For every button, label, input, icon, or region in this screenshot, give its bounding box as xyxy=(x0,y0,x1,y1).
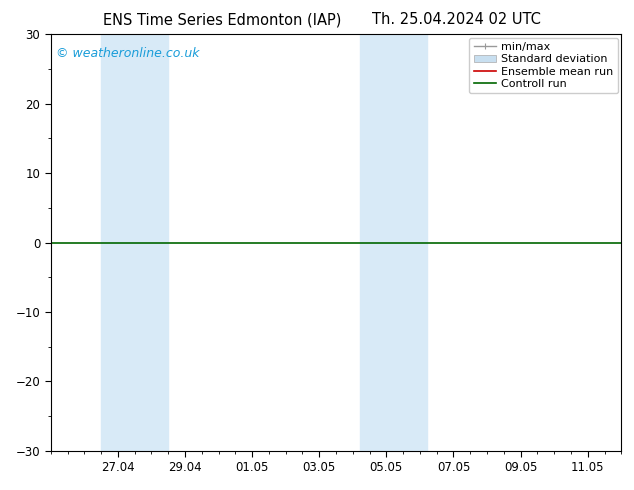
Bar xyxy=(359,34,427,451)
Text: © weatheronline.co.uk: © weatheronline.co.uk xyxy=(56,47,200,60)
Text: ENS Time Series Edmonton (IAP): ENS Time Series Edmonton (IAP) xyxy=(103,12,341,27)
Bar xyxy=(101,34,168,451)
Text: Th. 25.04.2024 02 UTC: Th. 25.04.2024 02 UTC xyxy=(372,12,541,27)
Legend: min/max, Standard deviation, Ensemble mean run, Controll run: min/max, Standard deviation, Ensemble me… xyxy=(469,38,618,93)
